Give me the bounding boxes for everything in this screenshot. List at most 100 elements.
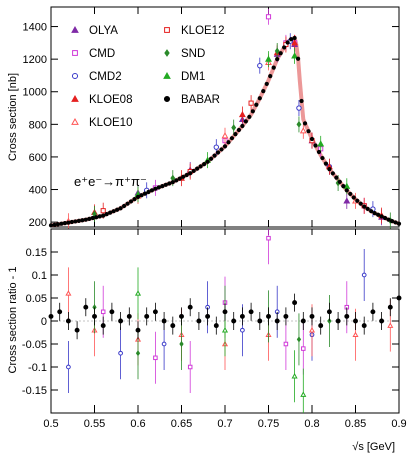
top-point-kloe08 [291, 39, 299, 46]
bottom-point-babar [344, 313, 350, 319]
bottom-point-babar [57, 309, 63, 315]
legend-label-kloe08: KLOE08 [89, 94, 132, 106]
bottom-point-babar [396, 295, 402, 301]
bottom-point-babar [135, 327, 141, 333]
top-point-babar [87, 216, 92, 221]
bottom-point-kloe10 [352, 331, 359, 338]
bottom-y-axis-label: Cross section ratio - 1 [7, 267, 19, 374]
bottom-point-babar [213, 323, 219, 329]
top-point-babar [372, 211, 377, 216]
top-point-babar [292, 35, 297, 41]
top-point-babar [261, 88, 266, 94]
bottom-point-babar [109, 309, 115, 315]
bottom-point-babar [83, 304, 89, 310]
top-point-babar [285, 40, 290, 45]
bottom-point-cmd2 [66, 364, 71, 370]
top-point-kloe10 [221, 132, 229, 139]
bottom-y-tick-label: -0.15 [22, 385, 47, 397]
top-point-babar [323, 161, 329, 166]
bottom-point-babar [257, 318, 263, 324]
top-point-babar [243, 119, 248, 124]
top-point-babar [351, 195, 356, 200]
top-point-babar [362, 204, 367, 209]
top-point-babar [146, 189, 151, 195]
top-point-babar [208, 156, 214, 161]
top-point-babar [379, 214, 384, 219]
top-point-babar [94, 215, 99, 220]
legend-label-kloe10: KLOE10 [89, 117, 132, 129]
legend-marker-cmd2 [71, 72, 79, 80]
bottom-point-babar [179, 313, 184, 319]
bottom-point-babar [326, 309, 332, 315]
top-point-babar [295, 56, 301, 61]
top-point-babar [69, 219, 74, 225]
bottom-point-babar [205, 313, 211, 319]
top-point-babar [226, 140, 231, 145]
top-y-tick-label: 1200 [23, 54, 47, 66]
bottom-y-tick-label: 0.1 [32, 270, 47, 282]
bottom-point-cmd2 [361, 272, 367, 278]
top-point-kloe12 [100, 208, 106, 214]
top-point-babar [302, 121, 308, 126]
legend-marker-babar [163, 95, 171, 103]
top-point-babar [184, 172, 189, 178]
top-point-babar [250, 109, 255, 114]
bottom-x-tick-label: 0.55 [84, 418, 105, 430]
top-point-babar [358, 201, 363, 206]
bottom-y-axis: -0.15 -0.1 -0.05 0 0.05 0.1 0.15 [22, 247, 399, 397]
top-point-babar [268, 73, 273, 79]
top-point-olya [343, 197, 351, 204]
legend-label-snd: SND [181, 48, 205, 60]
top-point-kloe12 [248, 100, 254, 106]
top-point-babar [181, 174, 186, 179]
bottom-x-tick-label: 0.8 [304, 418, 319, 430]
top-point-babar [153, 186, 158, 191]
top-point-babar [320, 155, 325, 161]
bottom-point-babar [379, 318, 385, 324]
bottom-data-marks [48, 229, 402, 413]
legend-label-dm1: DM1 [181, 71, 205, 83]
top-point-babar [337, 179, 342, 184]
top-y-tick-label: 800 [29, 119, 47, 131]
bottom-x-axis: 0.5 0.55 0.6 0.65 0.7 0.75 0.8 0.85 0.9 [43, 229, 407, 430]
process-annotation: e⁺e⁻→π⁺π⁻ [74, 174, 147, 189]
top-point-babar [156, 185, 161, 190]
bottom-point-babar [65, 318, 71, 324]
bottom-point-kloe10 [387, 322, 394, 328]
bottom-point-babar [144, 313, 150, 319]
top-y-tick-label: 200 [29, 217, 47, 229]
top-point-babar [299, 98, 304, 104]
bottom-point-dm1 [134, 290, 142, 296]
top-data-marks [48, 8, 402, 230]
bottom-point-babar [196, 318, 202, 324]
bottom-point-kloe10 [308, 326, 316, 333]
top-point-babar [52, 222, 57, 227]
top-x-ticks [50, 7, 400, 227]
top-y-axis-label: Cross section [nb] [7, 73, 19, 161]
bottom-point-snd [135, 350, 141, 357]
bottom-point-babar [170, 323, 176, 329]
bottom-point-babar [387, 304, 393, 310]
legend-label-cmd: CMD [89, 48, 115, 60]
bottom-point-babar [361, 323, 367, 329]
top-point-babar [233, 132, 238, 137]
bottom-point-babar [370, 309, 376, 315]
top-point-babar [48, 223, 54, 228]
top-y-axis: 200 400 600 800 1000 1200 1400 [23, 22, 399, 229]
top-point-babar [264, 81, 269, 87]
bottom-x-tick-label: 0.6 [130, 418, 145, 430]
legend-marker-dm1 [163, 71, 171, 79]
bottom-point-cmd [153, 355, 158, 361]
top-point-babar [62, 221, 68, 226]
top-point-babar [240, 123, 245, 129]
top-point-babar [73, 219, 78, 224]
top-point-babar [278, 51, 283, 56]
bottom-point-babar [118, 318, 124, 324]
bottom-x-tick-label: 0.85 [345, 418, 366, 430]
bottom-point-babar [187, 304, 193, 310]
top-point-babar [174, 178, 179, 183]
top-point-babar [369, 209, 374, 214]
bottom-point-dm1 [291, 372, 298, 379]
bottom-point-babar [292, 300, 298, 306]
top-point-babar [90, 215, 95, 221]
